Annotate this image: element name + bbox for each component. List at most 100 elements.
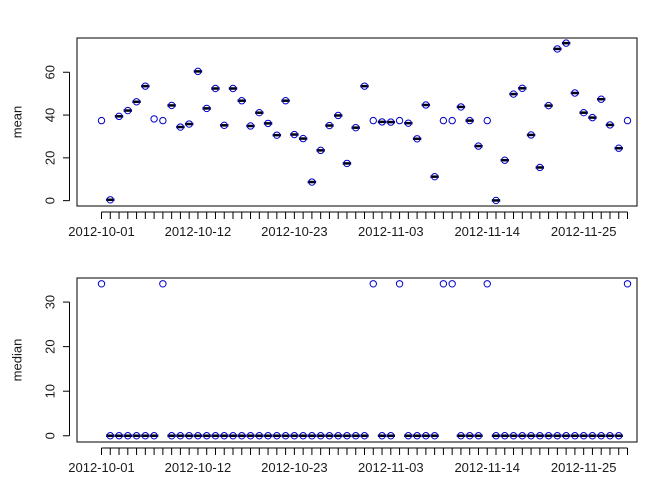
data-point: [501, 432, 509, 440]
plot-frame: [76, 277, 638, 443]
y-tick-label: 30: [43, 295, 58, 309]
data-point: [623, 280, 632, 288]
data-point: [378, 118, 386, 126]
data-point: [246, 122, 255, 130]
data-point: [597, 432, 605, 440]
x-tick-label: 2012-10-01: [68, 460, 135, 475]
data-point: [501, 156, 509, 164]
data-point: [238, 97, 246, 105]
data-point: [141, 82, 150, 90]
data-point: [457, 432, 465, 440]
data-point: [124, 106, 132, 115]
data-point: [553, 45, 562, 53]
y-tick-label: 20: [43, 151, 58, 165]
plot-frame: [76, 37, 638, 207]
data-point: [483, 116, 491, 125]
data-point: [132, 432, 141, 440]
data-point: [562, 39, 570, 47]
data-point: [518, 432, 526, 440]
data-point: [606, 432, 614, 440]
mean-panel: 0 20 40 60 mean 2012-10-01 2012-10-12 2012-10-2…: [10, 37, 638, 239]
data-point: [474, 142, 483, 150]
data-point: [413, 135, 421, 143]
data-point: [422, 101, 430, 109]
data-point: [281, 97, 290, 105]
y-tick-label: 20: [43, 339, 58, 353]
data-point: [360, 82, 369, 90]
data-point: [299, 134, 307, 143]
data-point: [571, 89, 579, 97]
data-point: [238, 432, 246, 440]
x-tick-label: 2012-10-12: [165, 460, 232, 475]
data-point: [334, 432, 342, 440]
data-point: [211, 432, 220, 440]
data-point: [290, 432, 299, 440]
data-point: [544, 101, 553, 110]
data-point: [220, 121, 228, 130]
y-tick-label: 0: [43, 432, 58, 439]
data-point: [387, 118, 395, 126]
data-point: [255, 432, 263, 440]
data-point: [615, 144, 623, 152]
data-point: [141, 432, 150, 440]
y-axis-title: median: [10, 339, 25, 382]
data-point: [334, 111, 342, 120]
y-tick-label: 10: [43, 384, 58, 398]
data-point: [185, 120, 193, 128]
data-point: [325, 432, 334, 440]
data-point: [316, 146, 325, 155]
data-point: [115, 432, 123, 440]
data-point: [167, 432, 176, 440]
data-point: [492, 196, 500, 205]
data-point: [448, 116, 456, 125]
data-point: [264, 119, 272, 128]
data-point: [544, 432, 553, 440]
data-point: [378, 432, 386, 440]
data-point: [395, 116, 404, 125]
data-point: [246, 432, 255, 440]
data-point: [492, 432, 500, 440]
x-tick-label: 2012-10-12: [165, 224, 232, 239]
data-point: [536, 432, 544, 440]
data-point: [97, 280, 106, 288]
data-point: [466, 432, 474, 440]
data-point: [203, 104, 211, 113]
data-point: [588, 113, 597, 122]
data-point: [132, 98, 141, 106]
median-panel: 0 10 20 30 median 2012-10-01 2012-10-12 2012-10…: [10, 277, 638, 475]
data-point: [597, 95, 605, 103]
data-point: [211, 84, 220, 93]
data-point: [343, 159, 351, 168]
data-point: [509, 432, 518, 440]
data-point: [352, 432, 360, 440]
data-point: [562, 432, 570, 440]
x-tick-label: 2012-10-23: [261, 224, 328, 239]
data-point: [430, 172, 439, 181]
data-point: [229, 432, 237, 440]
data-point: [273, 131, 281, 139]
data-point: [422, 432, 430, 440]
data-point: [536, 163, 544, 172]
data-point: [159, 116, 167, 125]
data-point: [229, 84, 237, 93]
data-point: [308, 432, 316, 440]
x-tick-label: 2012-11-14: [454, 224, 520, 239]
data-point: [106, 432, 114, 440]
data-point: [203, 432, 211, 440]
data-point: [404, 432, 413, 440]
data-point: [255, 108, 263, 117]
data-point: [518, 84, 526, 92]
x-tick-label: 2012-11-14: [454, 460, 520, 475]
data-point: [343, 432, 351, 440]
data-point: [176, 432, 185, 440]
data-point: [448, 280, 456, 288]
data-point: [553, 432, 562, 440]
data-point: [106, 196, 114, 204]
data-point: [290, 130, 299, 139]
data-point: [115, 112, 123, 121]
data-point: [124, 432, 132, 440]
data-point: [474, 432, 483, 440]
data-point: [579, 432, 588, 440]
x-tick-label: 2012-11-25: [551, 224, 617, 239]
